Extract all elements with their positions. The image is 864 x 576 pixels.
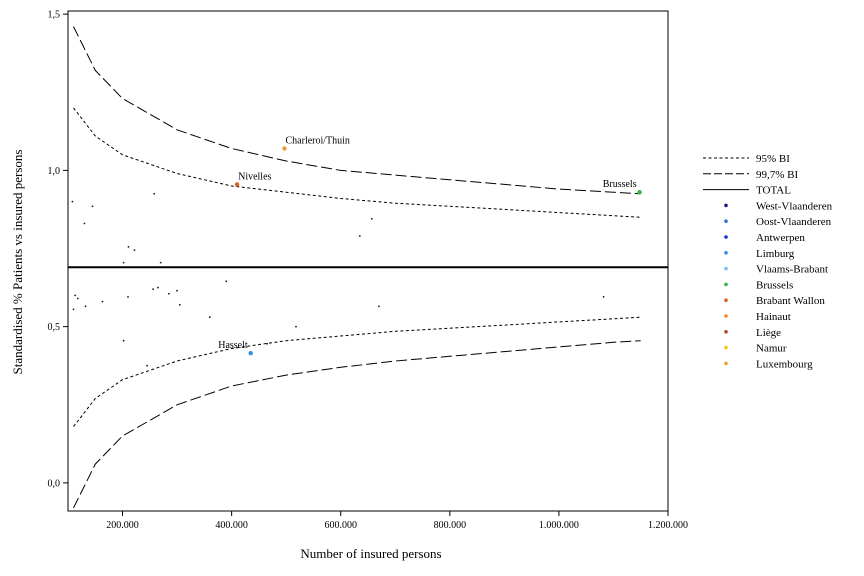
x-tick-label-1: 400.000	[215, 520, 248, 531]
data-point-22	[208, 316, 211, 319]
data-point-2	[91, 205, 94, 208]
data-point-6	[122, 261, 125, 264]
data-point-16	[152, 288, 155, 290]
legend-label-13: Luxembourg	[756, 358, 813, 370]
legend-marker-3	[724, 203, 728, 208]
y-tick-label-3: 1,5	[48, 10, 61, 21]
legend-marker-4	[724, 219, 728, 223]
data-point-24	[378, 305, 380, 308]
legend-marker-9	[724, 298, 728, 303]
data-point-27	[146, 364, 149, 367]
data-point-14	[101, 300, 104, 303]
point-label-3: Hasselt	[218, 340, 248, 351]
data-point-5	[133, 249, 136, 252]
data-point-11	[76, 297, 79, 300]
point-label-2: Brussels	[603, 179, 637, 190]
legend-marker-8	[724, 282, 728, 287]
legend-label-1: 99,7% BI	[756, 169, 799, 181]
data-point-19	[176, 289, 179, 292]
point-labels-group: Charleroi/Thuin Nivelles Brussels Hasselt	[218, 136, 636, 352]
data-point-10	[74, 294, 76, 297]
point-label-1: Nivelles	[238, 171, 271, 182]
data-point-0	[71, 200, 74, 203]
legend-label-8: Brussels	[756, 279, 793, 291]
data-point-25	[602, 296, 605, 298]
highlighted-point-1	[234, 182, 240, 187]
x-tick-label-0: 200.000	[106, 520, 139, 531]
data-point-26	[122, 339, 125, 342]
limit-line-0-upper	[73, 107, 641, 218]
plot-area-frame	[67, 10, 669, 512]
data-point-28	[266, 342, 268, 345]
data-point-9	[370, 217, 373, 220]
legend-marker-6	[724, 251, 728, 255]
legend-label-6: Limburg	[756, 248, 795, 260]
y-tick-label-2: 1,0	[48, 166, 61, 177]
y-axis: 0,0 0,5 1,0 1,5	[48, 10, 68, 489]
x-axis-label: Number of insured persons	[300, 546, 441, 561]
legend-marker-13	[724, 361, 728, 366]
data-point-23	[295, 325, 297, 328]
data-point-12	[72, 308, 75, 311]
y-tick-label-0: 0,0	[48, 478, 61, 489]
highlighted-point-0	[282, 146, 287, 151]
x-tick-label-2: 600.000	[324, 520, 357, 531]
y-tick-label-1: 0,5	[48, 322, 61, 333]
data-point-21	[225, 280, 228, 283]
data-point-4	[127, 246, 130, 248]
legend-label-7: Vlaams-Brabant	[756, 264, 828, 276]
limit-line-1-upper	[73, 26, 641, 195]
legend-label-9: Brabant Wallon	[756, 295, 825, 307]
x-tick-label-5: 1.200.000	[648, 520, 688, 531]
data-point-1	[83, 222, 86, 225]
data-point-15	[127, 296, 129, 298]
legend-label-10: Hainaut	[756, 311, 791, 323]
limit-lines-group	[73, 26, 641, 509]
legend-marker-10	[724, 314, 728, 318]
legend-label-12: Namur	[756, 343, 787, 355]
legend-marker-7	[724, 266, 728, 271]
data-point-18	[168, 292, 170, 295]
legend: 95% BI 99,7% BI TOTAL West-Vlaanderen Oost-V…	[703, 153, 833, 370]
x-tick-label-3: 800.000	[434, 520, 467, 531]
legend-label-2: TOTAL	[756, 185, 791, 197]
legend-marker-5	[724, 235, 728, 239]
highlighted-point-3	[248, 351, 253, 356]
legend-label-4: Oost-Vlaanderen	[756, 216, 832, 228]
limit-line-0-lower	[73, 316, 641, 427]
data-point-3	[153, 192, 156, 195]
legend-marker-11	[724, 330, 728, 334]
data-point-13	[84, 305, 87, 308]
limit-line-1-lower	[73, 340, 641, 509]
legend-label-0: 95% BI	[756, 153, 790, 165]
data-point-17	[157, 286, 159, 289]
y-axis-label: Standardised % Patients vs insured perso…	[10, 150, 25, 375]
legend-marker-12	[724, 345, 728, 350]
highlighted-point-2	[637, 190, 642, 195]
x-tick-label-4: 1.000.000	[539, 520, 579, 531]
legend-label-5: Antwerpen	[756, 232, 805, 244]
points-group	[71, 146, 642, 367]
legend-label-11: Liège	[756, 327, 781, 339]
point-label-0: Charleroi/Thuin	[286, 136, 350, 147]
data-point-20	[178, 303, 181, 306]
legend-label-3: West-Vlaanderen	[756, 200, 833, 212]
data-point-8	[358, 235, 361, 237]
x-axis: 200.000 400.000 600.000 800.000 1.000.000 1.2…	[106, 511, 688, 531]
data-point-7	[159, 261, 162, 264]
